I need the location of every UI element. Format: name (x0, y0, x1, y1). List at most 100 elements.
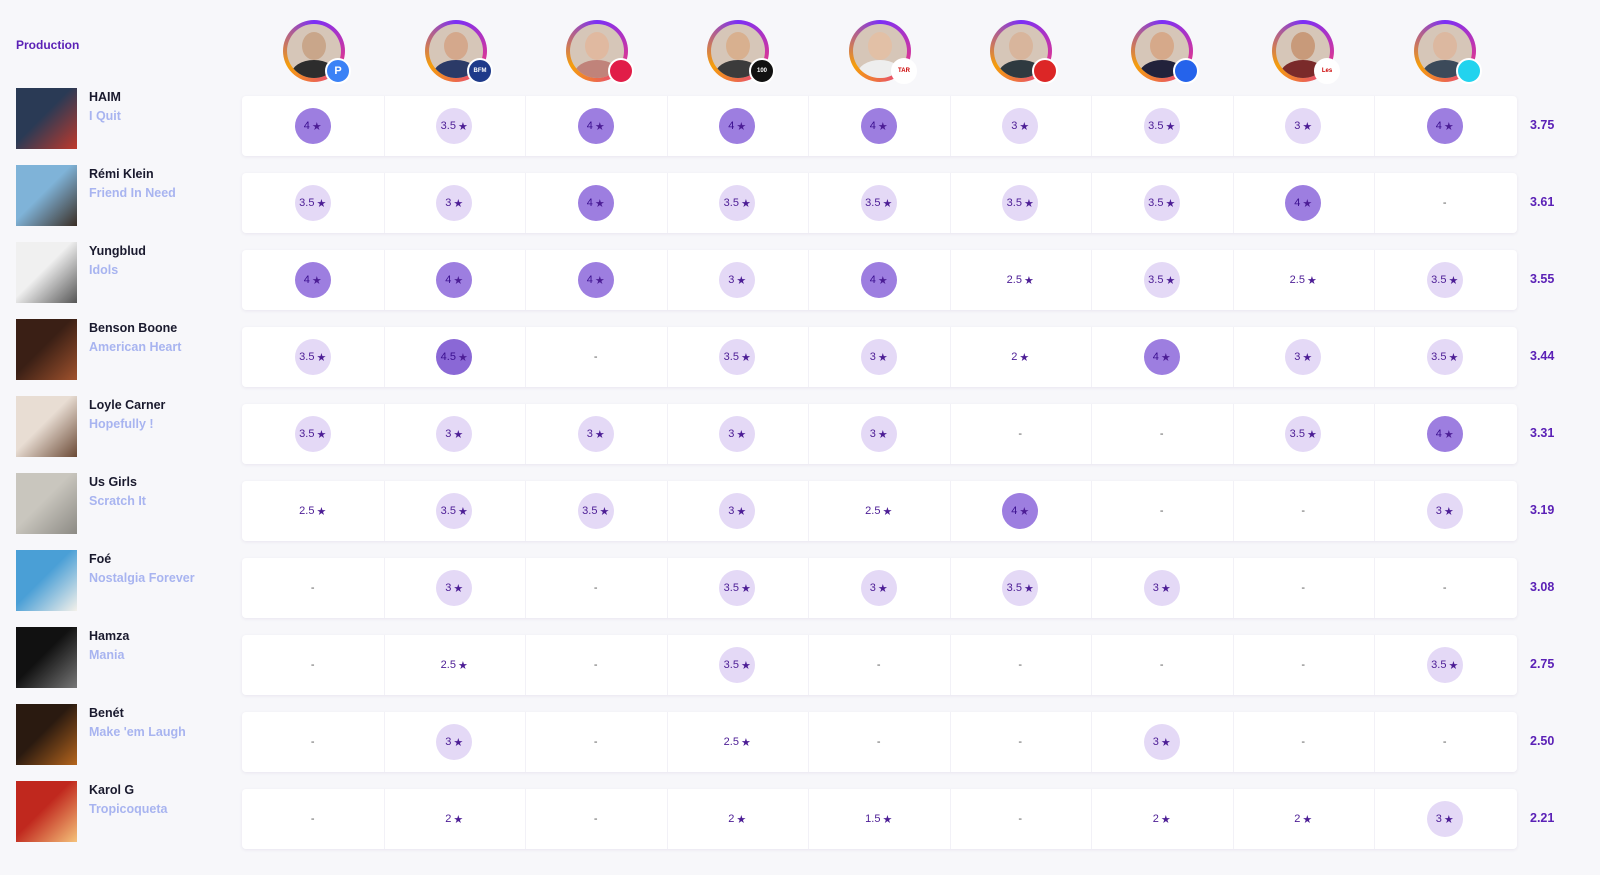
table-row[interactable]: Rémi Klein Friend In Need 3.5 ★ 3 ★ 4 ★ 3.5 ★ 3.5 ★… (0, 165, 1600, 233)
rating-cell[interactable]: - (1374, 173, 1516, 233)
rating-cell[interactable]: - (950, 404, 1092, 464)
critic-avatar-6[interactable] (990, 20, 1058, 84)
rating-cell[interactable]: 2 ★ (384, 789, 526, 849)
rating-cell[interactable]: - (808, 712, 951, 772)
rating-cell[interactable]: 4 ★ (384, 250, 526, 310)
rating-cell[interactable]: - (1091, 481, 1234, 541)
rating-cell[interactable]: 3.5 ★ (1374, 250, 1516, 310)
album-cover-image[interactable] (16, 165, 77, 226)
rating-cell[interactable]: 4 ★ (242, 96, 385, 156)
album-title[interactable]: Nostalgia Forever (89, 571, 195, 585)
rating-cell[interactable]: 3.5 ★ (667, 558, 809, 618)
album-cover-image[interactable] (16, 88, 77, 149)
rating-cell[interactable]: 4.5 ★ (384, 327, 526, 387)
rating-cell[interactable]: - (525, 558, 668, 618)
album-title[interactable]: Idols (89, 263, 119, 277)
rating-cell[interactable]: 3 ★ (667, 250, 809, 310)
rating-cell[interactable]: 3.5 ★ (242, 327, 385, 387)
rating-cell[interactable]: 3 ★ (1091, 712, 1234, 772)
table-row[interactable]: Yungblud Idols 4 ★ 4 ★ 4 ★ 3 ★ 4 ★ 2.5 ★ 3.5 ★ 2.5 ★ 3.5 ★ 3… (0, 242, 1600, 310)
rating-cell[interactable]: - (242, 789, 385, 849)
rating-cell[interactable]: 2.5 ★ (667, 712, 809, 772)
rating-cell[interactable]: - (525, 712, 668, 772)
rating-cell[interactable]: 3.5 ★ (1091, 173, 1234, 233)
album-title[interactable]: Tropicoqueta (89, 802, 168, 816)
rating-cell[interactable]: 2 ★ (950, 327, 1092, 387)
rating-cell[interactable]: 3 ★ (667, 404, 809, 464)
rating-cell[interactable]: 3 ★ (1233, 327, 1375, 387)
album-title[interactable]: Hopefully ! (89, 417, 154, 431)
rating-cell[interactable]: 3.5 ★ (384, 481, 526, 541)
table-row[interactable]: Karol G Tropicoqueta -2 ★ -2 ★ 1.5 ★ -2 ★ 2 ★ 3 ★ 2.21 (0, 781, 1600, 849)
album-cover-image[interactable] (16, 242, 77, 303)
table-row[interactable]: HAIM I Quit 4 ★ 3.5 ★ 4 ★ 4 ★ 4 ★ 3 ★ 3.5 ★ 3 ★ 4 ★ 3.75 (0, 88, 1600, 156)
rating-cell[interactable]: 4 ★ (950, 481, 1092, 541)
critic-avatar-8[interactable]: Les (1272, 20, 1340, 84)
album-title[interactable]: Scratch It (89, 494, 146, 508)
critic-avatar-5[interactable]: TAR (849, 20, 917, 84)
rating-cell[interactable]: - (1233, 635, 1375, 695)
rating-cell[interactable]: 3 ★ (950, 96, 1092, 156)
rating-cell[interactable]: 3.5 ★ (525, 481, 668, 541)
rating-cell[interactable]: - (950, 712, 1092, 772)
table-row[interactable]: Foé Nostalgia Forever -3 ★ -3.5 ★ 3 ★ 3.5 ★ 3 ★ - -3.… (0, 550, 1600, 618)
rating-cell[interactable]: 3 ★ (525, 404, 668, 464)
rating-cell[interactable]: 3.5 ★ (667, 327, 809, 387)
rating-cell[interactable]: - (242, 635, 385, 695)
album-cover-image[interactable] (16, 704, 77, 765)
rating-cell[interactable]: 3 ★ (384, 712, 526, 772)
rating-cell[interactable]: 4 ★ (242, 250, 385, 310)
rating-cell[interactable]: 4 ★ (808, 96, 951, 156)
rating-cell[interactable]: - (1374, 712, 1516, 772)
critic-avatar-1[interactable]: P (283, 20, 351, 84)
album-title[interactable]: Make 'em Laugh (89, 725, 186, 739)
rating-cell[interactable]: 3.5 ★ (1374, 635, 1516, 695)
rating-cell[interactable]: 3 ★ (384, 558, 526, 618)
rating-cell[interactable]: 2 ★ (1091, 789, 1234, 849)
rating-cell[interactable]: 3 ★ (808, 404, 951, 464)
album-cover-image[interactable] (16, 396, 77, 457)
table-row[interactable]: Benson Boone American Heart 3.5 ★ 4.5 ★ -3.5 ★ 3… (0, 319, 1600, 387)
rating-cell[interactable]: 2.5 ★ (242, 481, 385, 541)
rating-cell[interactable]: 3.5 ★ (808, 173, 951, 233)
album-title[interactable]: Mania (89, 648, 125, 662)
rating-cell[interactable]: 4 ★ (1091, 327, 1234, 387)
table-row[interactable]: Benét Make 'em Laugh -3 ★ -2.5 ★ - -3 ★ - -2.50 (0, 704, 1600, 772)
rating-cell[interactable]: 2 ★ (667, 789, 809, 849)
rating-cell[interactable]: - (1091, 404, 1234, 464)
artist-name[interactable]: Rémi Klein (89, 167, 154, 181)
rating-cell[interactable]: 1.5 ★ (808, 789, 951, 849)
artist-name[interactable]: Hamza (89, 629, 130, 643)
rating-cell[interactable]: 3.5 ★ (950, 558, 1092, 618)
critic-avatar-4[interactable]: 100 (707, 20, 775, 84)
rating-cell[interactable]: 3 ★ (384, 173, 526, 233)
critic-avatar-9[interactable] (1414, 20, 1482, 84)
rating-cell[interactable]: 2.5 ★ (1233, 250, 1375, 310)
artist-name[interactable]: HAIM (89, 90, 121, 104)
critic-avatar-2[interactable]: BFM (425, 20, 493, 84)
rating-cell[interactable]: 3 ★ (1374, 789, 1516, 849)
rating-cell[interactable]: 4 ★ (525, 173, 668, 233)
artist-name[interactable]: Foé (89, 552, 112, 566)
artist-name[interactable]: Karol G (89, 783, 135, 797)
album-title[interactable]: American Heart (89, 340, 182, 354)
rating-cell[interactable]: - (525, 789, 668, 849)
album-title[interactable]: Friend In Need (89, 186, 176, 200)
rating-cell[interactable]: 3 ★ (1233, 96, 1375, 156)
table-row[interactable]: Loyle Carner Hopefully ! 3.5 ★ 3 ★ 3 ★ 3 ★ 3 ★ - -3.5… (0, 396, 1600, 464)
rating-cell[interactable]: 4 ★ (1374, 96, 1516, 156)
table-row[interactable]: Hamza Mania -2.5 ★ -3.5 ★ - - - -3.5 ★ 2.75 (0, 627, 1600, 695)
rating-cell[interactable]: 3.5 ★ (667, 635, 809, 695)
rating-cell[interactable]: 3.5 ★ (667, 173, 809, 233)
rating-cell[interactable]: 3 ★ (1091, 558, 1234, 618)
rating-cell[interactable]: - (950, 635, 1092, 695)
rating-cell[interactable]: - (1233, 481, 1375, 541)
album-cover-image[interactable] (16, 550, 77, 611)
rating-cell[interactable]: 3 ★ (667, 481, 809, 541)
rating-cell[interactable]: 4 ★ (808, 250, 951, 310)
album-cover-image[interactable] (16, 781, 77, 842)
rating-cell[interactable]: 3 ★ (1374, 481, 1516, 541)
rating-cell[interactable]: 3.5 ★ (242, 404, 385, 464)
rating-cell[interactable]: - (1091, 635, 1234, 695)
rating-cell[interactable]: 4 ★ (1233, 173, 1375, 233)
